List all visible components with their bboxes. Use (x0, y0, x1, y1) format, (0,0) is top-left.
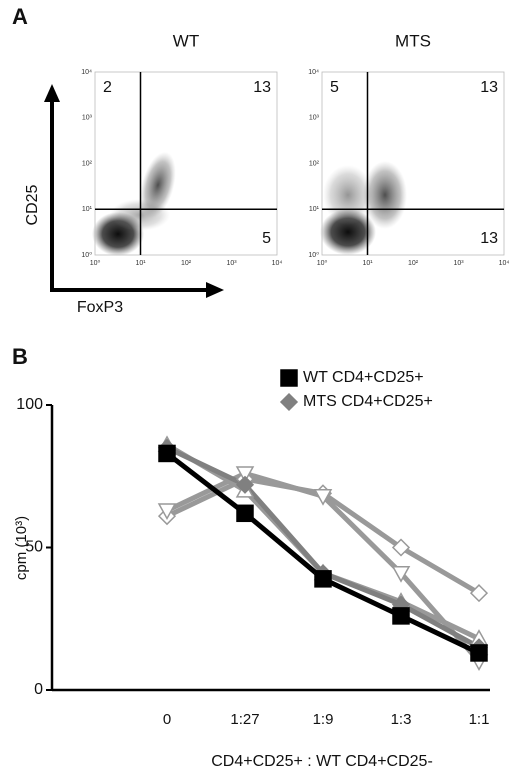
x-tick-label: 10³ (453, 260, 464, 267)
x-tick-label: 10² (181, 260, 192, 267)
legend-label: WT CD4+CD25+ (303, 369, 424, 386)
y-tick-label: 10⁰ (81, 251, 92, 259)
y-tick-label: 10² (309, 160, 320, 167)
arrow-head (206, 282, 224, 298)
marker (235, 475, 255, 494)
x-axis-label: FoxP3 (77, 299, 123, 316)
plot-frame (94, 71, 278, 256)
marker (158, 444, 176, 463)
quadrant-percent: 5 (262, 230, 271, 247)
marker (392, 607, 410, 625)
quadrant-percent: 13 (480, 230, 498, 247)
x-tick-label: 1:9 (313, 711, 334, 728)
y-axis-label: CD25 (24, 184, 41, 225)
marker (391, 566, 411, 583)
marker (280, 369, 298, 387)
x-tick-label: 1:1 (469, 711, 490, 728)
y-tick-label: 10⁴ (308, 69, 319, 76)
panel-label: A (12, 4, 28, 29)
y-tick-label: 10³ (82, 115, 93, 122)
marker (391, 538, 411, 557)
quadrant-percent: 2 (103, 79, 112, 96)
x-tick-label: 10¹ (362, 260, 373, 267)
x-tick-label: 10⁰ (317, 259, 328, 267)
y-tick-label: 10⁰ (308, 251, 319, 259)
x-tick-label: 10³ (226, 260, 237, 267)
x-tick-label: 10⁴ (272, 260, 283, 267)
plot-frame (321, 71, 505, 256)
y-axis-label: cpm (10³) (13, 516, 30, 580)
x-tick-label: 1:27 (230, 711, 259, 728)
marker (313, 489, 333, 506)
plot-title: MTS (395, 31, 431, 50)
x-tick-label: 10¹ (135, 260, 146, 267)
y-tick-label: 10⁴ (81, 69, 92, 76)
marker (279, 392, 299, 412)
quadrant-percent: 13 (253, 79, 271, 96)
y-tick-label: 50 (25, 539, 43, 556)
marker (235, 466, 255, 483)
x-axis-label: CD4+CD25+ : WT CD4+CD25- (211, 753, 433, 770)
x-tick-label: 0 (163, 711, 171, 728)
marker (314, 570, 332, 588)
x-tick-label: 10² (408, 260, 419, 267)
quadrant-percent: 5 (330, 79, 339, 96)
x-tick-label: 10⁰ (90, 259, 101, 267)
arrow-head (44, 84, 60, 102)
x-tick-label: 10⁴ (499, 260, 510, 267)
y-tick-label: 10² (82, 160, 93, 167)
y-tick-label: 10¹ (309, 206, 320, 213)
legend-label: MTS CD4+CD25+ (303, 393, 433, 410)
marker (470, 644, 488, 662)
marker (469, 584, 489, 603)
y-tick-label: 0 (34, 681, 43, 698)
y-tick-label: 10¹ (82, 206, 93, 213)
y-tick-label: 10³ (309, 115, 320, 122)
marker (236, 504, 254, 523)
y-tick-label: 100 (16, 396, 43, 413)
marker (157, 503, 177, 520)
x-tick-label: 1:3 (391, 711, 412, 728)
panel-label: B (12, 344, 28, 369)
quadrant-percent: 13 (480, 79, 498, 96)
plot-title: WT (173, 31, 199, 50)
density-cloud (92, 151, 407, 256)
